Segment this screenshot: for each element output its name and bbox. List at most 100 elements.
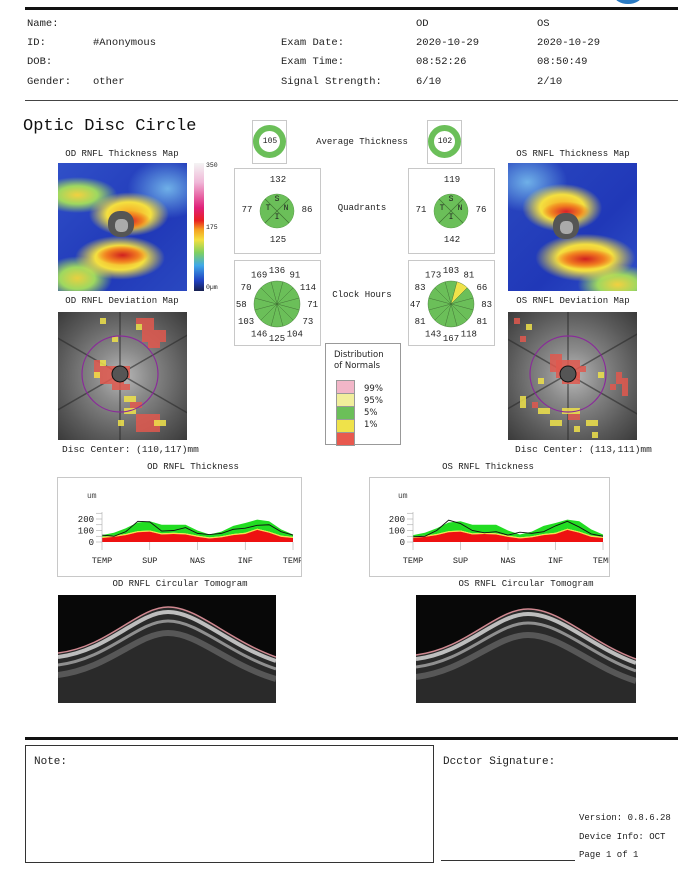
legend-title: Distribution of Normals bbox=[334, 350, 384, 372]
quadrant-letter-i: I bbox=[448, 213, 454, 222]
os-average-ring bbox=[428, 125, 461, 158]
deviation-cell bbox=[532, 402, 538, 408]
legend-swatch bbox=[336, 420, 355, 433]
os-optic-disc bbox=[553, 213, 579, 239]
clock-hour-value: 91 bbox=[289, 271, 300, 281]
x-tick-label: NAS bbox=[500, 556, 515, 566]
deviation-cell bbox=[622, 378, 628, 396]
y-tick-label: 100 bbox=[389, 527, 405, 537]
legend-title-line1: Distribution bbox=[334, 350, 384, 360]
deviation-cell bbox=[520, 336, 526, 342]
os-quadrant-temporal: 71 bbox=[415, 205, 427, 215]
clock-hour-value: 136 bbox=[269, 266, 285, 276]
od-rnfl-thickness-title: OD RNFL Thickness bbox=[147, 462, 239, 472]
version-info: Version: 0.8.6.28 bbox=[579, 813, 671, 823]
od-quadrant-temporal: 77 bbox=[241, 205, 253, 215]
signal-strength-od: 6/10 bbox=[416, 76, 442, 88]
legend-swatch bbox=[336, 433, 355, 446]
deviation-cell bbox=[94, 372, 100, 378]
signature-line bbox=[441, 860, 575, 861]
deviation-cell bbox=[100, 360, 106, 366]
deviation-cell bbox=[154, 420, 166, 426]
od-circular-tomogram bbox=[58, 595, 276, 703]
od-dev-overlay bbox=[58, 312, 187, 440]
clock-hour-value: 81 bbox=[477, 317, 488, 327]
clock-hour-value: 81 bbox=[415, 317, 426, 327]
os-quadrants: S T N I 119 71 76 142 bbox=[408, 168, 495, 254]
clock-hour-value: 143 bbox=[425, 329, 441, 339]
y-tick-label: 200 bbox=[78, 515, 94, 525]
y-tick-label: 200 bbox=[389, 515, 405, 525]
clock-hour-value: 83 bbox=[415, 283, 426, 293]
os-dev-overlay bbox=[508, 312, 637, 440]
deviation-cell bbox=[562, 408, 580, 414]
legend-swatches bbox=[336, 380, 355, 446]
os-quadrant-nasal: 76 bbox=[475, 205, 487, 215]
x-tick-label: INF bbox=[548, 556, 563, 566]
measured-thickness-line bbox=[412, 519, 604, 538]
deviation-cell bbox=[550, 420, 562, 426]
signal-strength-os: 2/10 bbox=[537, 76, 563, 88]
deviation-cell bbox=[136, 318, 154, 324]
normal-band-1-5 bbox=[102, 528, 293, 539]
od-quadrants: S T N I 132 77 86 125 bbox=[234, 168, 321, 254]
deviation-cell bbox=[94, 360, 100, 378]
gender-label: Gender: bbox=[27, 76, 72, 88]
deviation-cell bbox=[526, 324, 532, 330]
quadrants-label: Quadrants bbox=[337, 203, 387, 213]
page-title: Optic Disc Circle bbox=[23, 117, 197, 136]
note-box[interactable] bbox=[25, 745, 434, 863]
normal-band-5-95 bbox=[102, 519, 293, 538]
clock-hour-value: 103 bbox=[238, 317, 254, 327]
quadrant-letter-s: S bbox=[274, 195, 280, 204]
y-tick-label: 100 bbox=[78, 527, 94, 537]
quadrant-letter-n: N bbox=[283, 204, 289, 213]
deviation-cell bbox=[580, 366, 586, 372]
note-label: Note: bbox=[34, 756, 68, 768]
clock-hour-value: 73 bbox=[303, 317, 314, 327]
exam-time-od: 08:52:26 bbox=[416, 56, 467, 68]
header-divider bbox=[25, 100, 678, 101]
deviation-cell bbox=[616, 372, 622, 384]
legend-title-line2: of Normals bbox=[334, 361, 381, 371]
deviation-cell bbox=[568, 414, 580, 420]
clock-hours-label: Clock Hours bbox=[332, 290, 392, 300]
doctor-signature-label: Dcctor Signature: bbox=[443, 756, 556, 768]
colorbar-mid-label: 175 bbox=[206, 224, 218, 231]
os-tomogram-title: OS RNFL Circular Tomogram bbox=[458, 579, 594, 589]
os-clock-hours: 103 81 66 83 81 118 167 143 81 47 83 173 bbox=[408, 260, 495, 346]
scan-circle bbox=[529, 335, 607, 413]
dob-label: DOB: bbox=[27, 56, 53, 68]
average-thickness-label: Average Thickness bbox=[316, 137, 408, 147]
x-tick-label: TEMP bbox=[283, 556, 301, 566]
signal-strength-label: Signal Strength: bbox=[281, 76, 382, 88]
clock-hour-value: 71 bbox=[307, 300, 318, 310]
legend-label-5: 5% bbox=[364, 408, 378, 418]
clock-hour-value: 103 bbox=[443, 266, 459, 276]
od-quadrant-nasal: 86 bbox=[301, 205, 313, 215]
od-thickness-map bbox=[58, 163, 187, 291]
od-thickness-map-title: OD RNFL Thickness Map bbox=[65, 149, 179, 159]
name-label: Name: bbox=[27, 18, 59, 30]
deviation-cell bbox=[112, 384, 130, 390]
deviation-cell bbox=[538, 378, 544, 384]
od-column-header: OD bbox=[416, 18, 429, 30]
gender-value: other bbox=[93, 76, 125, 88]
od-optic-disc bbox=[108, 211, 134, 237]
clock-hour-value: 173 bbox=[425, 271, 441, 281]
deviation-cell bbox=[586, 420, 598, 426]
clock-hour-value: 104 bbox=[287, 329, 303, 339]
os-circular-tomogram bbox=[416, 595, 636, 703]
deviation-cell bbox=[136, 414, 160, 432]
od-tomogram-image bbox=[58, 606, 276, 703]
logo-icon bbox=[614, 0, 642, 4]
clock-hour-value: 167 bbox=[443, 334, 459, 344]
os-column-header: OS bbox=[537, 18, 550, 30]
clock-hour-value: 83 bbox=[481, 300, 492, 310]
x-tick-label: TEMP bbox=[593, 556, 609, 566]
os-quadrant-superior: 119 bbox=[443, 175, 461, 185]
thickness-colorbar bbox=[194, 163, 204, 291]
quadrant-letter-t: T bbox=[265, 204, 271, 213]
clock-hour-value: 58 bbox=[236, 300, 247, 310]
